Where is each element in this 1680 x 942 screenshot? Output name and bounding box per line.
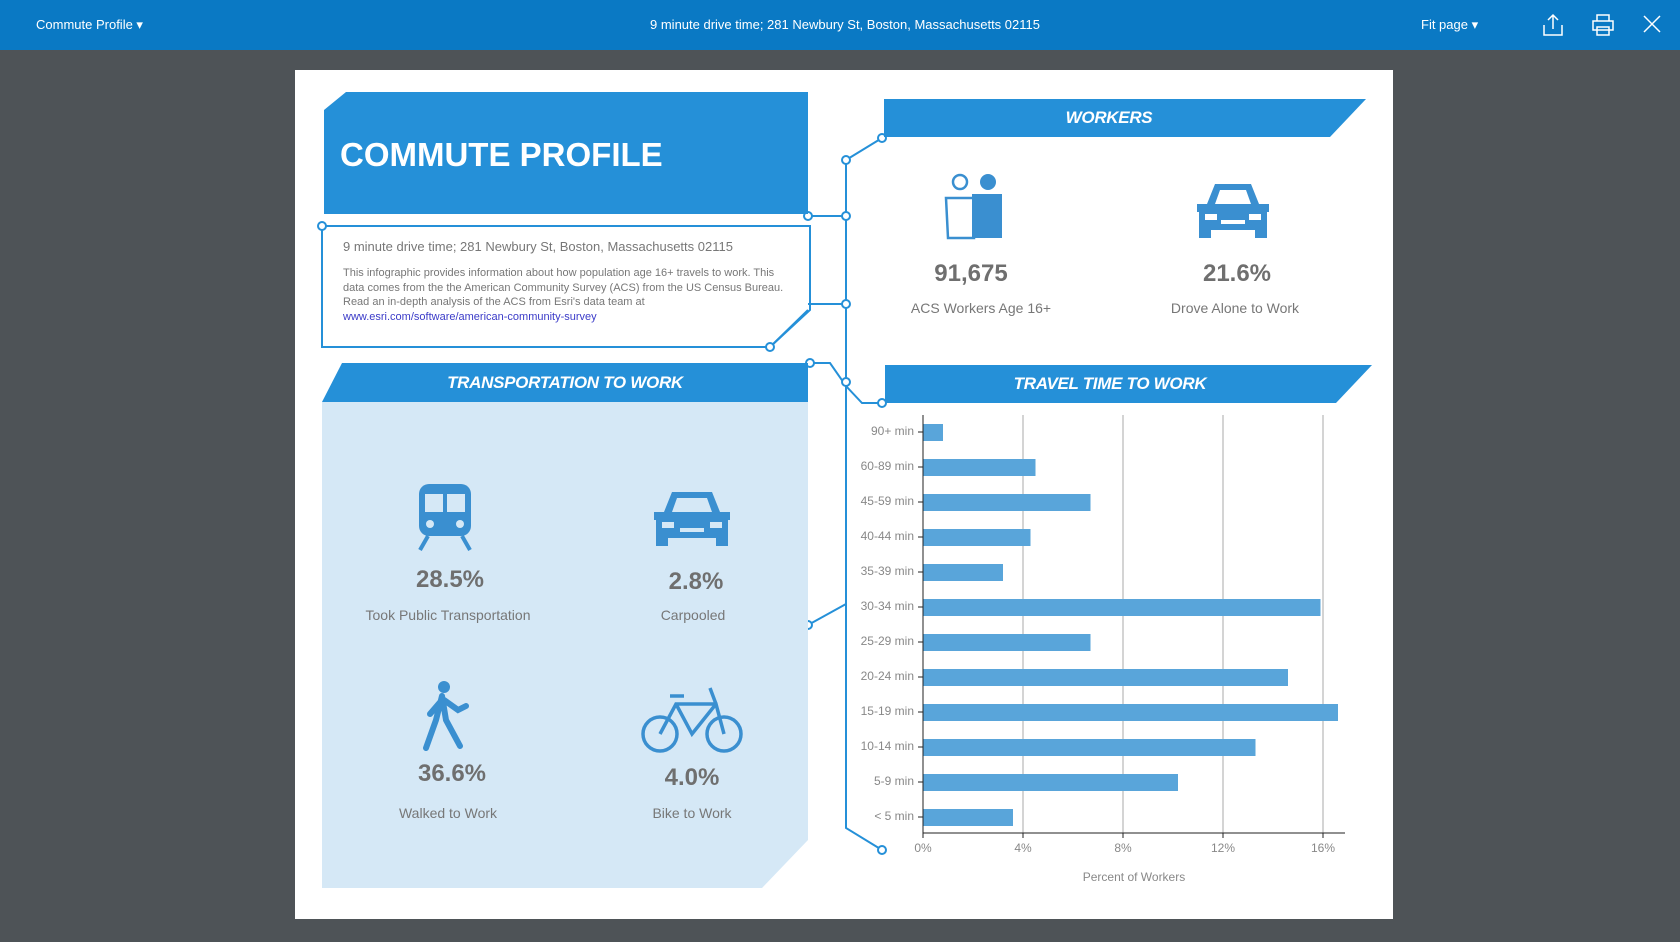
y-tick-label: 25-29 min [860, 634, 914, 648]
acs-link[interactable]: www.esri.com/software/american-community… [343, 310, 597, 323]
bar [923, 529, 1031, 546]
y-tick-label: 10-14 min [860, 739, 914, 753]
bus-icon [418, 484, 472, 551]
workers-count: 91,675 [934, 260, 1008, 287]
y-tick-label: 15-19 min [860, 704, 914, 718]
location-text: 9 minute drive time; 281 Newbury St, Bos… [343, 239, 733, 254]
bar [923, 809, 1013, 826]
window-title: 9 minute drive time; 281 Newbury St, Bos… [650, 17, 1040, 32]
walking-person-icon [423, 681, 469, 751]
x-axis-label: Percent of Workers [1082, 870, 1186, 884]
bike-value: 4.0% [664, 764, 720, 791]
car-icon [654, 492, 730, 546]
bar [923, 669, 1288, 686]
bar [923, 704, 1338, 721]
profile-menu[interactable]: Commute Profile ▾ [36, 17, 143, 32]
print-icon[interactable] [1591, 13, 1615, 37]
transportation-header: TRANSPORTATION TO WORK [447, 372, 683, 392]
description-text: This infographic provides information ab… [343, 267, 784, 323]
walked-label: Walked to Work [398, 805, 498, 821]
drove-alone-label: Drove Alone to Work [1170, 300, 1300, 316]
page-title: COMMUTE PROFILE [340, 136, 663, 173]
car-icon [1197, 184, 1269, 238]
bike-label: Bike to Work [652, 805, 732, 821]
public-transport-label: Took Public Transportation [365, 607, 531, 623]
people-icon [944, 173, 1002, 240]
y-tick-label: 20-24 min [860, 669, 914, 683]
export-icon[interactable] [1542, 13, 1564, 37]
close-icon[interactable] [1642, 14, 1662, 34]
x-tick-label: 4% [1014, 841, 1032, 855]
y-tick-label: 90+ min [870, 424, 914, 438]
workers-count-label: ACS Workers Age 16+ [910, 300, 1052, 316]
bicycle-icon [641, 687, 743, 753]
y-tick-label: 30-34 min [860, 599, 914, 613]
walked-value: 36.6% [417, 760, 487, 787]
x-tick-label: 12% [1210, 841, 1236, 855]
x-tick-label: 0% [914, 841, 932, 855]
carpooled-value: 2.8% [668, 568, 724, 595]
bar [923, 634, 1091, 651]
bar [923, 599, 1321, 616]
x-tick-label: 16% [1310, 841, 1336, 855]
bar [923, 564, 1003, 581]
y-tick-label: 35-39 min [860, 564, 914, 578]
drove-alone-value: 21.6% [1202, 260, 1272, 287]
y-tick-label: < 5 min [874, 809, 914, 823]
y-tick-label: 40-44 min [860, 529, 914, 543]
public-transport-value: 28.5% [415, 566, 485, 593]
bar [923, 424, 943, 441]
zoom-select[interactable]: Fit page ▾ [1421, 17, 1479, 32]
carpooled-label: Carpooled [660, 607, 726, 623]
workers-header: WORKERS [1065, 108, 1153, 127]
bar [923, 774, 1178, 791]
bar [923, 494, 1091, 511]
top-bar: Commute Profile ▾ 9 minute drive time; 2… [0, 0, 1680, 50]
x-tick-label: 8% [1114, 841, 1132, 855]
travel-time-header: TRAVEL TIME TO WORK [1013, 374, 1207, 393]
y-tick-label: 45-59 min [860, 494, 914, 508]
bar [923, 739, 1256, 756]
y-tick-label: 5-9 min [873, 774, 914, 788]
title-block [324, 92, 808, 214]
y-tick-label: 60-89 min [860, 459, 914, 473]
bar [923, 459, 1036, 476]
